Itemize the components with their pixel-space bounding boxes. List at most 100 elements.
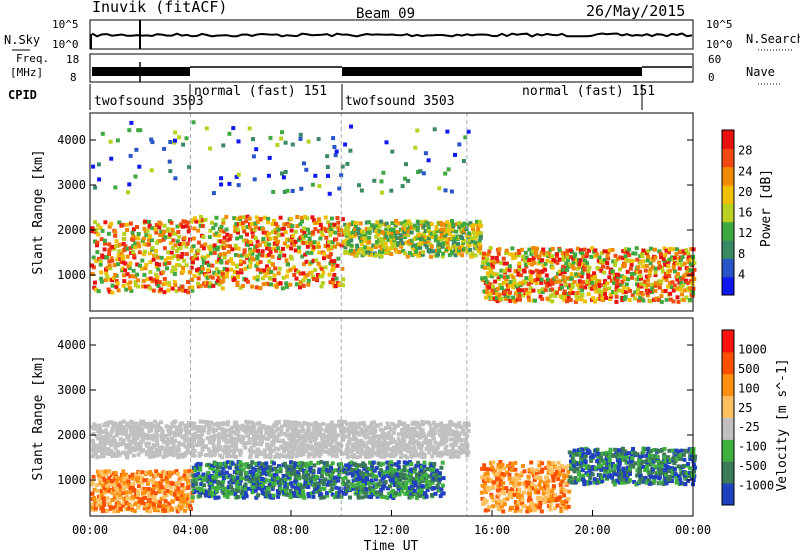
echo-cell <box>142 478 147 483</box>
echo-cell <box>430 492 434 497</box>
echo-cell <box>231 261 236 266</box>
echo-cell <box>265 246 270 251</box>
echo-cell <box>149 448 154 453</box>
echo-cell <box>217 426 222 431</box>
echo-cell <box>171 265 176 270</box>
echo-cell <box>397 486 402 491</box>
echo-cell <box>204 475 209 480</box>
echo-cell <box>579 297 584 302</box>
echo-cell <box>327 191 332 196</box>
echo-cell <box>186 421 191 425</box>
echo-cell <box>213 486 218 490</box>
echo-cell <box>107 259 112 264</box>
echo-cell <box>435 228 440 233</box>
echo-cell <box>403 235 408 240</box>
echo-cell <box>316 460 321 465</box>
echo-cell <box>457 421 462 426</box>
echo-cell <box>678 255 683 260</box>
noise-panel: N.Sky 10^5 10^0 10^5 10^0 N.Search <box>4 18 800 51</box>
echo-cell <box>126 263 131 268</box>
echo-cell <box>361 440 366 445</box>
echo-cell <box>124 490 129 495</box>
echo-cell <box>410 450 415 455</box>
echo-cell <box>268 250 273 255</box>
echo-cell <box>211 191 216 196</box>
echo-cell <box>156 484 161 489</box>
echo-cell <box>177 426 182 431</box>
echo-cell <box>371 243 376 248</box>
echo-cell <box>253 488 258 493</box>
echo-cell <box>511 281 516 286</box>
echo-cell <box>198 474 203 479</box>
echo-cell <box>430 462 434 467</box>
echo-cell <box>266 471 271 476</box>
echo-cell <box>176 257 181 262</box>
echo-cell <box>131 497 136 502</box>
echo-cell <box>99 501 104 505</box>
echo-cell <box>131 482 136 486</box>
echo-cell <box>278 466 283 471</box>
echo-cell <box>283 419 288 424</box>
echo-cell <box>136 284 141 289</box>
echo-cell <box>491 284 495 289</box>
echo-cell <box>107 289 112 294</box>
colorbar-swatch <box>722 203 734 223</box>
echo-cell <box>114 504 119 509</box>
echo-cell <box>416 445 421 450</box>
echo-cell <box>610 269 615 274</box>
echo-cell <box>570 264 575 269</box>
echo-cell <box>198 223 203 228</box>
echo-cell <box>498 465 503 470</box>
echo-cell <box>355 243 360 248</box>
echo-cell <box>337 186 342 191</box>
echo-cell <box>620 279 625 284</box>
echo-cell <box>221 435 226 440</box>
echo-cell <box>503 294 508 299</box>
echo-cell <box>424 480 429 484</box>
echo-cell <box>394 491 398 495</box>
echo-cell <box>479 490 484 495</box>
echo-cell <box>374 492 379 497</box>
echo-cell <box>316 261 321 266</box>
echo-cell <box>284 237 289 242</box>
echo-cell <box>403 434 408 439</box>
echo-cell <box>130 476 135 481</box>
echo-cell <box>570 284 575 289</box>
echo-cell <box>151 478 156 482</box>
echo-cell <box>518 283 523 288</box>
echo-cell <box>200 447 205 452</box>
echo-cell <box>541 287 546 292</box>
y-tick-label: 4000 <box>57 133 86 147</box>
echo-cell <box>546 280 551 285</box>
echo-cell <box>494 503 499 508</box>
echo-cell <box>219 259 224 264</box>
echo-cell <box>430 454 435 459</box>
echo-cell <box>208 426 213 431</box>
echo-cell <box>668 281 672 286</box>
echo-cell <box>468 221 473 226</box>
echo-cell <box>321 482 326 487</box>
echo-cell <box>349 460 354 465</box>
echo-cell <box>372 468 377 473</box>
echo-cell <box>410 477 415 482</box>
echo-cell <box>124 428 129 433</box>
echo-cell <box>449 222 454 227</box>
echo-cell <box>232 450 237 455</box>
echo-cell <box>138 432 143 437</box>
echo-cell <box>278 249 283 254</box>
echo-cell <box>236 485 240 490</box>
echo-cell <box>440 460 445 465</box>
echo-cell <box>130 503 134 508</box>
echo-cell <box>514 477 519 482</box>
echo-cell <box>524 287 529 292</box>
echo-cell <box>182 235 187 240</box>
echo-cell <box>131 250 136 255</box>
echo-cell <box>370 481 375 485</box>
echo-cell <box>152 502 157 507</box>
echo-cell <box>115 244 120 248</box>
echo-cell <box>175 509 180 514</box>
echo-cell <box>220 455 225 460</box>
echo-cell <box>215 489 220 494</box>
echo-cell <box>420 428 425 433</box>
echo-cell <box>482 251 487 256</box>
